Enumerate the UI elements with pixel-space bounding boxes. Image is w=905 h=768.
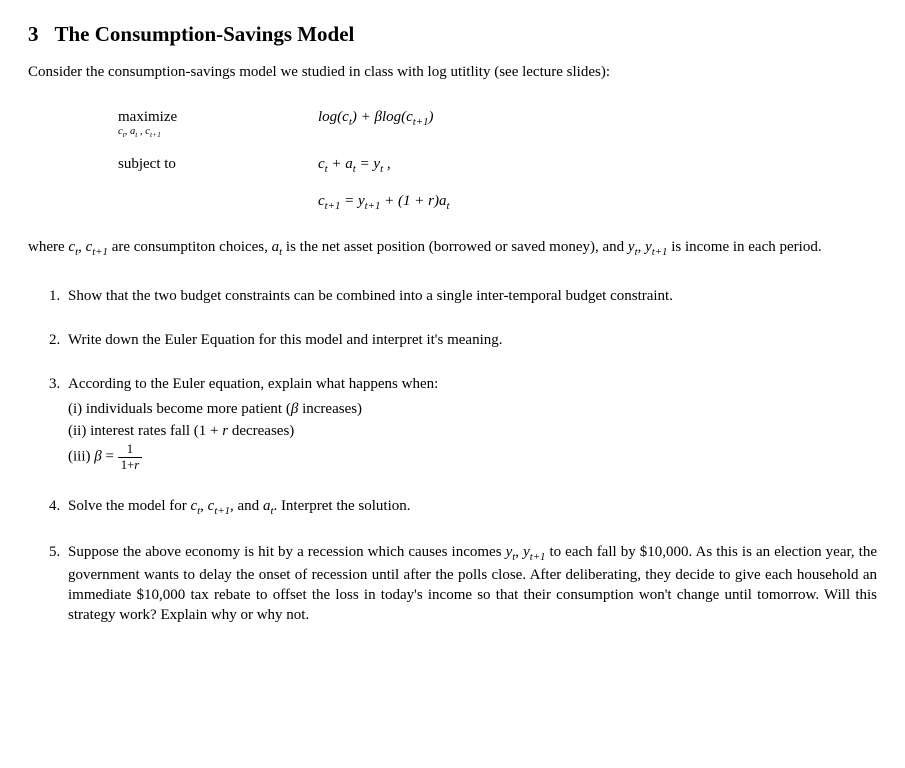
- frac-num: 1: [118, 443, 143, 458]
- explain-post: is income in each period.: [667, 239, 821, 255]
- section-heading: 3 The Consumption-Savings Model: [28, 20, 877, 48]
- frac-den: 1+r: [118, 458, 143, 472]
- constraint2-row: ct+1 = yt+1 + (1 + r)at: [118, 191, 877, 214]
- question-3: According to the Euler equation, explain…: [64, 374, 877, 471]
- explain-mid2: is the net asset position (borrowed or s…: [282, 239, 628, 255]
- objective-row: maximize ct, at , ct+1 log(ct) + βlog(ct…: [118, 107, 877, 141]
- subject-label: subject to: [118, 154, 318, 177]
- section-number: 3: [28, 20, 39, 48]
- q4-post: . Interpret the solution.: [273, 498, 410, 514]
- q5-pre: Suppose the above economy is hit by a re…: [68, 544, 506, 560]
- q4-and: , and: [230, 498, 263, 514]
- objective-expr: log(ct) + βlog(ct+1): [318, 107, 433, 141]
- constraint2-expr: ct+1 = yt+1 + (1 + r)at: [318, 191, 449, 214]
- maximize-subscript: ct, at , ct+1: [118, 125, 318, 140]
- q3-iii: (iii) β = 11+r: [68, 443, 877, 472]
- intro-paragraph: Consider the consumption-savings model w…: [28, 62, 877, 82]
- q4-pre: Solve the model for: [68, 498, 190, 514]
- question-list: Show that the two budget constraints can…: [28, 286, 877, 626]
- section-title: The Consumption-Savings Model: [55, 22, 355, 46]
- variable-explain: where ct, ct+1 are consumptiton choices,…: [28, 237, 877, 260]
- q3-lead: According to the Euler equation, explain…: [68, 376, 438, 392]
- explain-pre: where: [28, 239, 68, 255]
- q3-ii: (ii) interest rates fall (1 + r decrease…: [68, 421, 877, 441]
- question-5: Suppose the above economy is hit by a re…: [64, 542, 877, 625]
- maximize-word: maximize: [118, 109, 177, 125]
- q3-sublist: (i) individuals become more patient (β i…: [68, 399, 877, 472]
- question-4: Solve the model for ct, ct+1, and at. In…: [64, 496, 877, 519]
- q3-i: (i) individuals become more patient (β i…: [68, 399, 877, 419]
- question-1: Show that the two budget constraints can…: [64, 286, 877, 306]
- subject-row: subject to ct + at = yt ,: [118, 154, 877, 177]
- maximize-label: maximize ct, at , ct+1: [118, 107, 318, 141]
- question-2: Write down the Euler Equation for this m…: [64, 330, 877, 350]
- explain-mid1: are consumptiton choices,: [108, 239, 272, 255]
- constraint1-expr: ct + at = yt ,: [318, 154, 391, 177]
- optimization-block: maximize ct, at , ct+1 log(ct) + βlog(ct…: [118, 107, 877, 214]
